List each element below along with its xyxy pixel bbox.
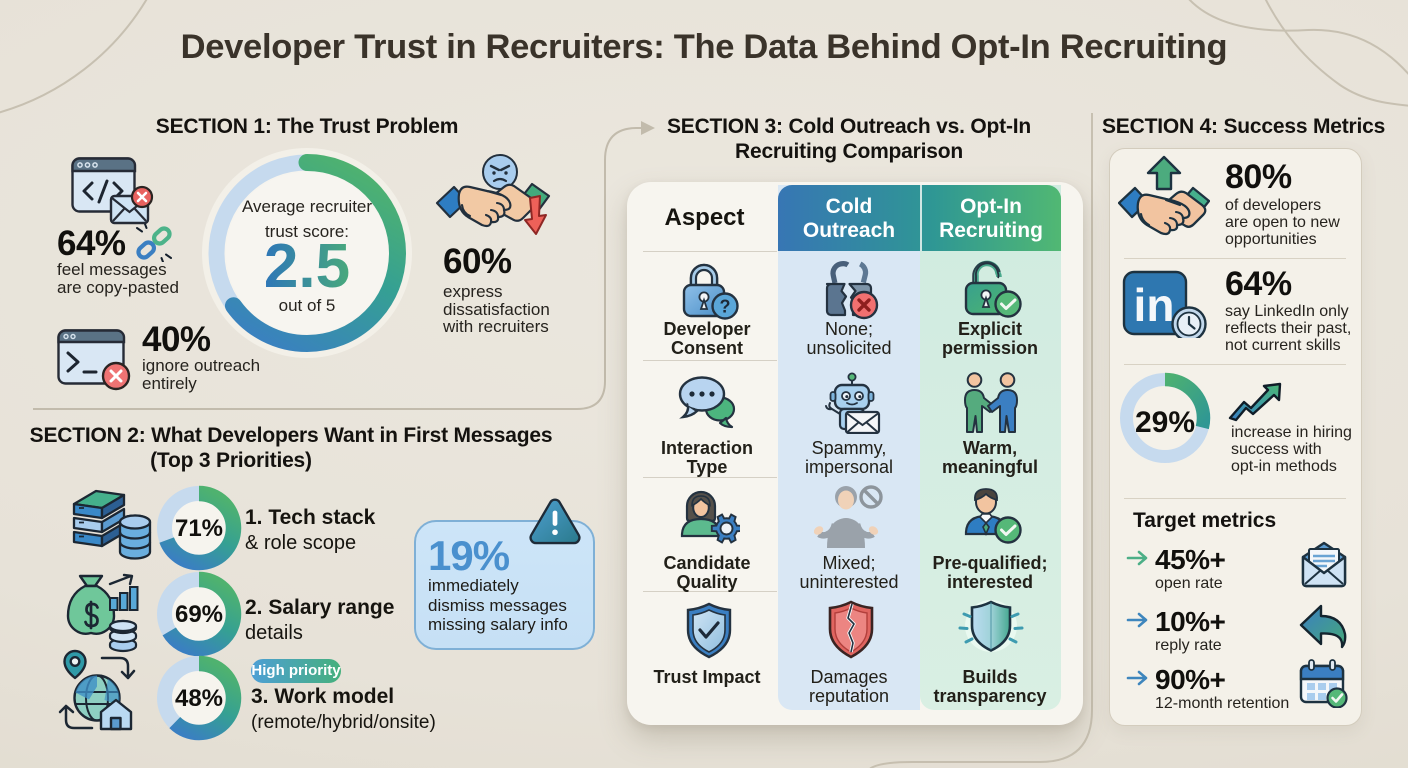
svg-text:out of 5: out of 5: [279, 296, 336, 315]
svg-text:trust score:: trust score:: [265, 222, 349, 241]
svg-text:69%: 69%: [175, 601, 223, 628]
svg-text:in: in: [1134, 279, 1175, 331]
svg-text:48%: 48%: [175, 685, 223, 712]
svg-text:?: ?: [720, 297, 731, 317]
svg-text:2.5: 2.5: [264, 232, 350, 301]
svg-text:71%: 71%: [175, 515, 223, 542]
svg-text:Average recruiter: Average recruiter: [242, 197, 372, 216]
